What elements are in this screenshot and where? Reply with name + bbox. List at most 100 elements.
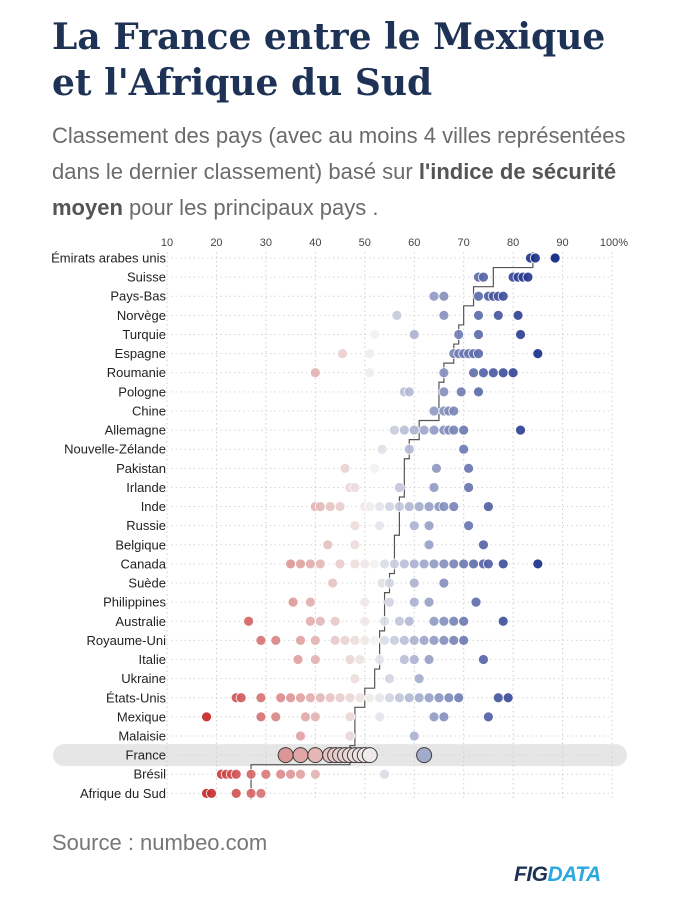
city-point xyxy=(529,252,541,264)
city-point xyxy=(384,692,395,704)
city-point xyxy=(448,424,460,436)
city-point xyxy=(497,558,509,570)
city-point xyxy=(255,711,267,723)
city-point xyxy=(398,424,410,436)
city-point xyxy=(423,596,435,608)
city-point xyxy=(438,711,450,723)
city-point xyxy=(458,634,470,646)
country-label: Allemagne xyxy=(105,423,166,438)
city-point xyxy=(438,290,450,302)
city-point xyxy=(389,634,400,646)
city-point xyxy=(507,367,519,379)
city-point xyxy=(379,615,390,627)
city-point xyxy=(349,520,361,532)
city-point xyxy=(270,711,282,723)
city-point xyxy=(492,692,504,704)
city-point xyxy=(230,787,242,799)
x-tick-label: 80 xyxy=(507,237,519,249)
city-point xyxy=(443,692,455,704)
city-point xyxy=(374,520,386,532)
city-point xyxy=(418,634,430,646)
country-label: Philippines xyxy=(103,595,166,610)
city-point xyxy=(364,501,376,512)
city-point xyxy=(235,692,247,704)
country-label: Suède xyxy=(128,576,166,591)
city-point xyxy=(487,367,499,379)
city-point xyxy=(329,634,341,646)
city-point xyxy=(438,634,450,646)
city-point xyxy=(369,558,381,570)
city-point xyxy=(384,501,395,512)
city-point xyxy=(307,747,324,764)
city-point xyxy=(468,558,479,570)
city-point xyxy=(275,768,287,780)
city-point xyxy=(515,424,526,436)
city-point xyxy=(497,367,509,379)
source-note: Source : numbeo.com xyxy=(52,830,268,855)
city-point xyxy=(463,482,475,493)
city-point xyxy=(295,730,306,742)
city-point xyxy=(295,634,306,646)
country-label: Irlande xyxy=(126,480,166,495)
city-point xyxy=(349,673,361,685)
city-point xyxy=(349,539,361,551)
city-point xyxy=(408,596,420,608)
country-label: Chine xyxy=(132,403,166,418)
city-point xyxy=(458,443,470,455)
city-point xyxy=(379,768,390,780)
city-point xyxy=(230,768,242,780)
city-point xyxy=(384,673,395,685)
city-point xyxy=(458,558,470,570)
city-point xyxy=(334,558,346,570)
city-point xyxy=(448,405,460,417)
city-point xyxy=(339,634,351,646)
city-point xyxy=(478,654,489,665)
city-point xyxy=(482,558,494,570)
city-point xyxy=(423,520,435,532)
city-point xyxy=(329,615,341,627)
city-point xyxy=(428,558,440,570)
city-point xyxy=(292,654,304,665)
city-point xyxy=(285,558,297,570)
city-point xyxy=(448,634,460,646)
city-point xyxy=(403,692,415,704)
country-label: Belgique xyxy=(115,537,166,552)
city-point xyxy=(354,654,366,665)
city-point xyxy=(458,615,470,627)
city-point xyxy=(201,711,212,723)
city-point xyxy=(398,558,410,570)
city-point xyxy=(438,577,450,589)
city-point xyxy=(413,501,425,512)
city-point xyxy=(438,367,450,379)
city-point xyxy=(270,634,282,646)
city-point xyxy=(389,424,400,436)
city-point xyxy=(428,482,440,493)
city-point xyxy=(423,501,435,512)
city-point xyxy=(497,615,509,627)
city-point xyxy=(287,596,299,608)
country-label: Espagne xyxy=(115,346,166,361)
logo-data: DATA xyxy=(547,863,602,886)
city-point xyxy=(359,558,371,570)
city-point xyxy=(384,596,395,608)
country-label: Italie xyxy=(139,652,166,667)
country-label: Pakistan xyxy=(116,461,166,476)
city-point xyxy=(433,692,445,704)
x-tick-label: 10 xyxy=(161,237,173,249)
city-point xyxy=(374,711,386,723)
city-point xyxy=(337,348,348,359)
country-label: Pays-Bas xyxy=(110,289,166,304)
city-point xyxy=(393,482,405,493)
city-point xyxy=(470,596,482,608)
city-point xyxy=(408,730,420,742)
city-point xyxy=(255,634,267,646)
city-point xyxy=(354,692,366,704)
city-point xyxy=(502,692,514,704)
city-point xyxy=(309,654,321,665)
country-label: Russie xyxy=(126,518,166,533)
city-point xyxy=(431,462,442,474)
city-point xyxy=(314,615,326,627)
city-point xyxy=(275,692,287,704)
country-label: Émirats arabes unis xyxy=(51,251,166,266)
city-point xyxy=(549,252,561,264)
